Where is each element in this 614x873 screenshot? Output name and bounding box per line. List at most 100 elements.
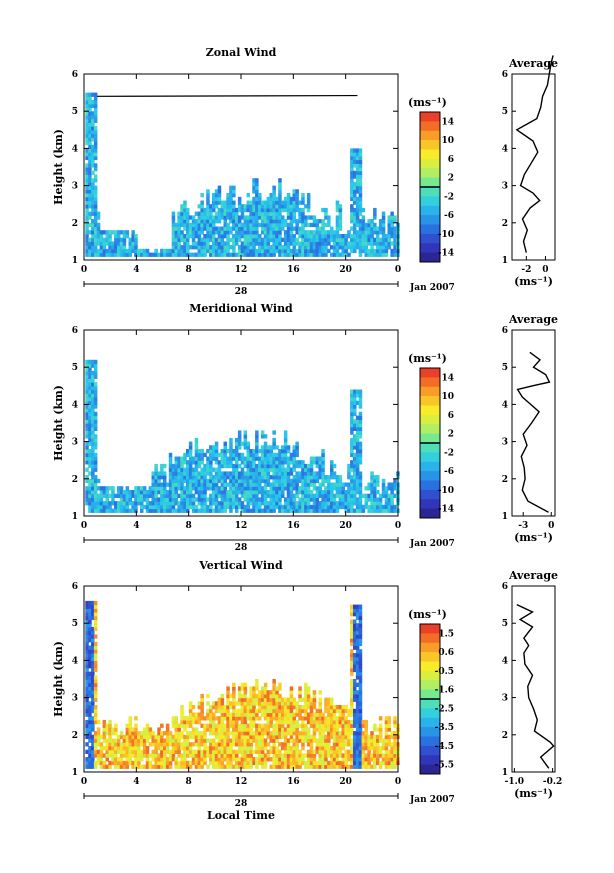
panel-title: Zonal Wind xyxy=(206,46,277,59)
average-x-tick-label: -2 xyxy=(521,265,531,275)
average-y-tick-label: 4 xyxy=(502,400,508,410)
colorbar-band xyxy=(420,196,440,207)
day-label: 28 xyxy=(235,799,248,809)
x-tick-label: 16 xyxy=(287,521,300,531)
average-frame xyxy=(511,329,556,517)
average-profile-panel: Average 1 2 3 4 5 6 -3 0(ms⁻¹) xyxy=(502,313,558,544)
average-y-tick-label: 5 xyxy=(502,107,508,117)
colorbar: 14 10 6 2 -2 -6 -10 -14 xyxy=(419,367,454,519)
colorbar-tick-label: -0.5 xyxy=(435,667,454,677)
colorbar-tick-label: 2 xyxy=(448,430,454,440)
panel-title: Meridional Wind xyxy=(189,302,293,315)
y-tick-label: 4 xyxy=(72,656,78,666)
average-title: Average xyxy=(508,57,558,70)
colorbar-band xyxy=(420,130,440,141)
average-y-tick-label: 3 xyxy=(502,438,508,448)
average-y-tick-label: 2 xyxy=(502,219,508,229)
average-profile-panel: Average 1 2 3 4 5 6 -2 0(ms⁻¹) xyxy=(502,55,558,288)
average-y-tick-label: 5 xyxy=(502,619,508,629)
average-y-tick-label: 2 xyxy=(502,475,508,485)
average-x-tick-label: -0.2 xyxy=(543,777,562,787)
colorbar-band xyxy=(420,205,440,216)
x-tick-label: 12 xyxy=(235,521,248,531)
y-tick-label: 1 xyxy=(72,256,78,266)
average-x-label: (ms⁻¹) xyxy=(514,787,553,800)
y-tick-label: 3 xyxy=(72,438,78,448)
colorbar-band xyxy=(420,717,440,728)
y-tick-label: 3 xyxy=(72,182,78,192)
x-tick-label: 20 xyxy=(339,777,352,787)
average-y-tick-label: 1 xyxy=(502,512,508,522)
average-y-tick-label: 4 xyxy=(502,656,508,666)
colorbar-band xyxy=(420,112,440,122)
x-tick-label: 20 xyxy=(339,521,352,531)
colorbar-band xyxy=(420,424,440,435)
colorbar-band xyxy=(420,215,440,225)
colorbar-tick-label: 2 xyxy=(448,174,454,184)
colorbar-band xyxy=(420,224,440,235)
average-x-tick-label: -3 xyxy=(518,521,528,531)
average-y-tick-label: 1 xyxy=(502,256,508,266)
colorbar-band xyxy=(420,158,440,169)
colorbar-tick-label: -10 xyxy=(438,230,454,240)
colorbar-band xyxy=(420,480,440,491)
date-label: Jan 2007 xyxy=(409,283,455,293)
average-y-tick-label: 6 xyxy=(502,70,508,80)
x-tick-label: 8 xyxy=(186,265,192,275)
x-tick-label: 0 xyxy=(395,521,401,531)
colorbar-tick-label: -10 xyxy=(438,486,454,496)
x-tick-label: 8 xyxy=(186,777,192,787)
average-line xyxy=(516,603,555,769)
date-label: Jan 2007 xyxy=(409,539,455,549)
y-tick-label: 6 xyxy=(72,70,78,80)
colorbar-band xyxy=(420,233,440,244)
y-tick-label: 5 xyxy=(72,619,78,629)
average-y-tick-label: 5 xyxy=(502,363,508,373)
contour-line xyxy=(97,94,358,97)
colorbar-tick-label: -6 xyxy=(444,211,454,221)
colorbar-tick-label: -5.5 xyxy=(435,761,454,771)
average-line xyxy=(516,351,551,513)
colorbar-band xyxy=(420,689,440,700)
average-x-label: (ms⁻¹) xyxy=(514,275,553,288)
colorbar-band xyxy=(420,661,440,672)
colorbar-band xyxy=(420,177,440,188)
y-tick-label: 2 xyxy=(72,219,78,229)
y-tick-label: 5 xyxy=(72,107,78,117)
x-tick-label: 12 xyxy=(235,777,248,787)
y-tick-label: 1 xyxy=(72,768,78,778)
y-tick-label: 6 xyxy=(72,326,78,336)
colorbar-band xyxy=(420,368,440,378)
day-label: 28 xyxy=(235,543,248,553)
colorbar-tick-label: 0.6 xyxy=(438,648,454,658)
colorbar-band xyxy=(420,433,440,444)
x-tick-label: 0 xyxy=(81,777,87,787)
colorbar-tick-label: -1.6 xyxy=(435,686,454,696)
x-tick-label: 4 xyxy=(133,265,139,275)
x-tick-label: 12 xyxy=(235,265,248,275)
colorbar-tick-label: 14 xyxy=(441,117,454,127)
colorbar-tick-label: -6 xyxy=(444,467,454,477)
colorbar-band xyxy=(420,699,440,709)
colorbar-band xyxy=(420,187,440,197)
average-y-tick-label: 6 xyxy=(502,582,508,592)
x-tick-label: 0 xyxy=(81,265,87,275)
colorbar-tick-label: -3.5 xyxy=(435,723,454,733)
average-x-label: (ms⁻¹) xyxy=(514,531,553,544)
colorbar-band xyxy=(420,243,440,254)
y-tick-label: 5 xyxy=(72,363,78,373)
colorbar-tick-label: 14 xyxy=(441,373,454,383)
y-axis-label: Height (km) xyxy=(52,641,65,717)
average-x-tick-label: 0 xyxy=(542,265,548,275)
average-profile-panel: Average 1 2 3 4 5 6 -1.0 -0.2(ms⁻¹) xyxy=(502,569,563,800)
colorbar-band xyxy=(420,489,440,500)
date-label: Jan 2007 xyxy=(409,795,455,805)
colorbar-tick-label: 6 xyxy=(448,411,454,421)
colorbar-band xyxy=(420,377,440,388)
colorbar-band xyxy=(420,471,440,481)
colorbar-band xyxy=(420,443,440,453)
average-line xyxy=(515,55,554,253)
colorbar-tick-label: -14 xyxy=(438,505,454,515)
